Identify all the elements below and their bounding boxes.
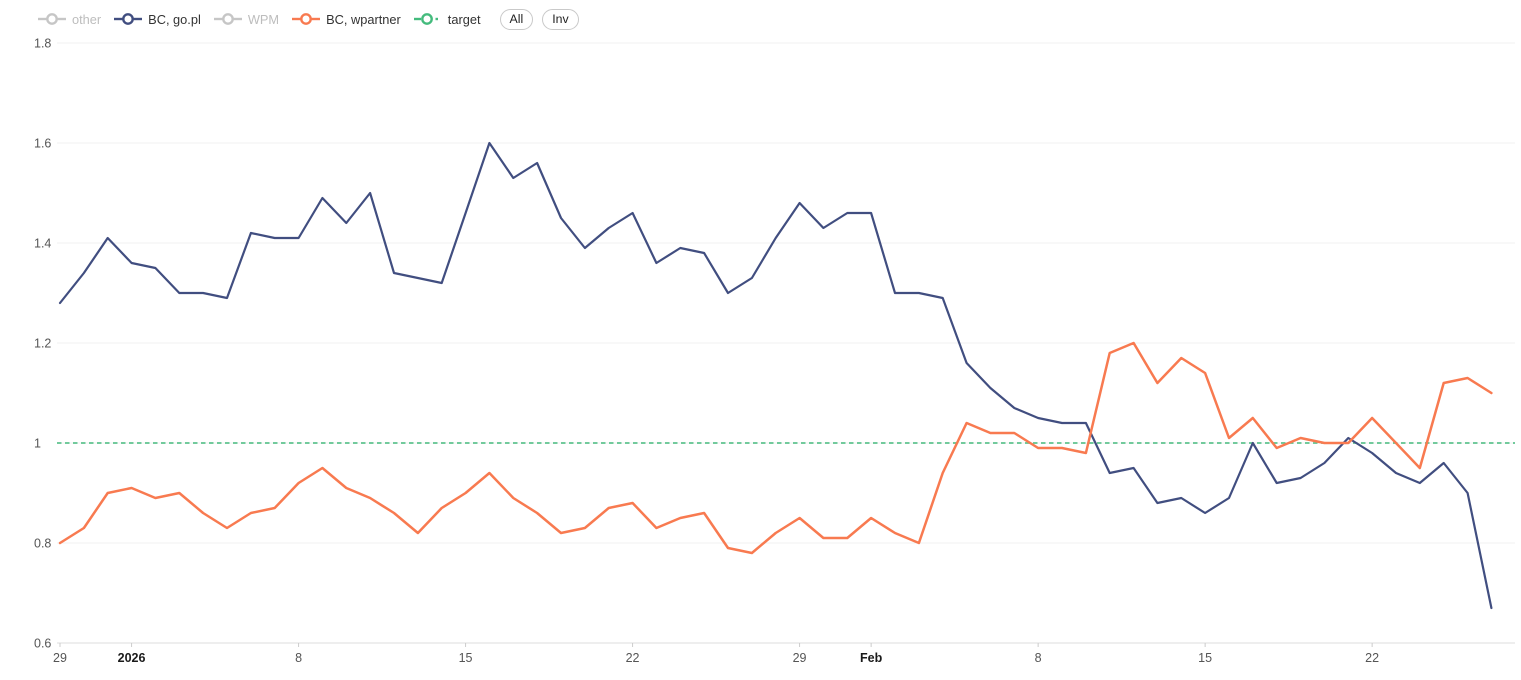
all-button[interactable]: All bbox=[499, 8, 534, 30]
legend-marker-icon bbox=[413, 13, 438, 25]
y-axis-tick-label: 1 bbox=[34, 437, 41, 451]
legend-item-other[interactable]: other bbox=[38, 12, 101, 27]
legend-item-label: target bbox=[447, 11, 481, 27]
legend-item-label: other bbox=[72, 11, 102, 27]
legend-marker-icon bbox=[38, 13, 66, 25]
y-axis-tick-label: 0.6 bbox=[34, 637, 51, 651]
legend-item-label: BC, wpartner bbox=[326, 11, 401, 27]
legend-item-bc-go-pl[interactable]: BC, go.pl bbox=[114, 12, 201, 27]
chart-legend: other BC, go.pl WPM BC, wpartner target … bbox=[38, 7, 579, 31]
series-line-bc-go-pl[interactable] bbox=[58, 141, 1493, 610]
legend-item-target[interactable]: target bbox=[413, 11, 481, 27]
x-axis-tick-label: 8 bbox=[1035, 651, 1042, 665]
inv-button[interactable]: Inv bbox=[542, 8, 579, 30]
x-axis-tick-label: 22 bbox=[1365, 651, 1379, 665]
x-axis-tick-label: Feb bbox=[860, 651, 883, 665]
legend-item-bc-wpartner[interactable]: BC, wpartner bbox=[292, 12, 401, 27]
x-axis-tick-label: 22 bbox=[626, 651, 640, 665]
legend-marker-icon bbox=[114, 13, 143, 25]
y-axis-tick-label: 0.8 bbox=[34, 537, 51, 551]
x-axis-tick-label: 29 bbox=[793, 651, 807, 665]
series-line-bc-wpartner[interactable] bbox=[58, 341, 1493, 555]
y-axis-tick-label: 1.4 bbox=[34, 237, 51, 251]
x-axis-tick-label: 29 bbox=[53, 651, 67, 665]
x-axis-tick-label: 2026 bbox=[118, 651, 146, 665]
x-axis-tick-label: 8 bbox=[295, 651, 302, 665]
y-axis-tick-label: 1.8 bbox=[34, 37, 51, 51]
legend-item-label: BC, go.pl bbox=[148, 11, 201, 27]
y-axis-tick-label: 1.2 bbox=[34, 337, 51, 351]
legend-marker-icon bbox=[213, 13, 242, 25]
x-axis-tick-label: 15 bbox=[1198, 651, 1212, 665]
legend-buttons: All Inv bbox=[499, 8, 579, 30]
legend-marker-icon bbox=[292, 13, 321, 25]
legend-item-wpm[interactable]: WPM bbox=[213, 11, 280, 27]
legend-item-label: WPM bbox=[247, 11, 280, 27]
x-axis-tick-label: 15 bbox=[459, 651, 473, 665]
y-axis-tick-label: 1.6 bbox=[34, 137, 51, 151]
